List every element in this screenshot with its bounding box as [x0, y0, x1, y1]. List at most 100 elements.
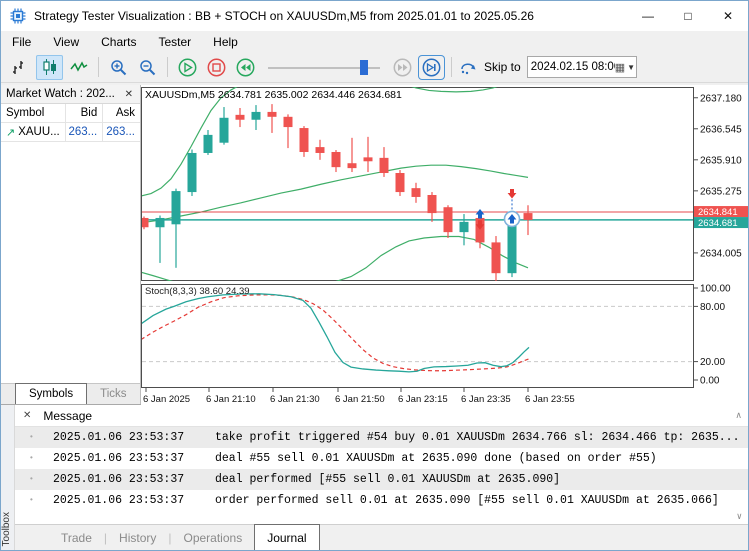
- tab-operations[interactable]: Operations: [183, 530, 243, 545]
- skip-to-end-icon: [422, 58, 441, 76]
- play-icon: [178, 58, 197, 76]
- stop-button[interactable]: [203, 55, 230, 80]
- svg-text:2634.841: 2634.841: [698, 207, 738, 218]
- candlestick-chart-icon: [42, 59, 56, 75]
- tab-ticks[interactable]: Ticks: [100, 388, 127, 400]
- journal-time: 2025.01.06 23:53:37: [53, 494, 185, 507]
- bar-chart-button[interactable]: [7, 55, 34, 80]
- scroll-up-icon[interactable]: ∧: [735, 410, 742, 420]
- market-watch-row[interactable]: ↗ XAUU... 263... 263...: [1, 123, 140, 142]
- line-chart-icon: [69, 61, 87, 72]
- menu-charts[interactable]: Charts: [101, 34, 137, 49]
- symbol-cell: ↗ XAUU...: [1, 126, 65, 139]
- toolbar: Skip to ▦ ▼: [1, 52, 748, 83]
- toolbar-separator: [167, 57, 168, 77]
- journal-row[interactable]: • 2025.01.06 23:53:37 deal #55 sell 0.01…: [15, 448, 748, 469]
- zoom-in-icon: [111, 59, 127, 75]
- tab-journal[interactable]: Journal: [254, 524, 320, 550]
- rewind-button[interactable]: [232, 55, 259, 80]
- column-bid[interactable]: Bid: [64, 104, 103, 122]
- trend-up-icon: ↗: [6, 126, 16, 139]
- skip-to-datebox[interactable]: ▦ ▼: [526, 56, 637, 78]
- chart-area: XAUUSDm,M5 2634.781 2635.002 2634.446 26…: [141, 85, 749, 405]
- price-chart-canvas[interactable]: XAUUSDm,M5 2634.781 2635.002 2634.446 26…: [141, 85, 749, 405]
- journal-row[interactable]: • 2025.01.06 23:53:37 take profit trigge…: [15, 427, 748, 448]
- bar-chart-icon: [13, 60, 23, 74]
- skip-to-date-input[interactable]: [530, 61, 615, 73]
- toolbox-strip-label[interactable]: Toolbox: [1, 511, 12, 546]
- svg-text:XAUUSDm,M5 2634.781 2635.002: XAUUSDm,M5 2634.781 2635.002 2634.446 26…: [145, 89, 402, 101]
- journal-header: ✕ Message ∧: [15, 405, 748, 427]
- fast-forward-button[interactable]: [389, 55, 416, 80]
- journal-rows: • 2025.01.06 23:53:37 take profit trigge…: [15, 427, 748, 524]
- market-watch-header: Market Watch : 202... ✕: [1, 85, 140, 104]
- menu-tester[interactable]: Tester: [158, 34, 192, 49]
- slider-handle[interactable]: [360, 59, 368, 75]
- play-button[interactable]: [174, 55, 201, 80]
- rewind-icon: [236, 58, 255, 76]
- journal-time: 2025.01.06 23:53:37: [53, 473, 185, 486]
- journal-time: 2025.01.06 23:53:37: [53, 452, 185, 465]
- journal-bullet-icon: •: [29, 496, 34, 505]
- market-watch-close-icon[interactable]: ✕: [124, 88, 133, 100]
- skip-to-control[interactable]: Skip to: [459, 59, 521, 75]
- toolbox-panel: Toolbox ✕ Message ∧ • 2025.01.06 23:53:3…: [1, 404, 748, 550]
- svg-text:2634.681: 2634.681: [698, 218, 738, 229]
- window-title: Strategy Tester Visualization : BB + STO…: [34, 9, 534, 23]
- journal-row[interactable]: • 2025.01.06 23:53:37 order performed se…: [15, 490, 748, 511]
- skip-to-end-button[interactable]: [418, 55, 445, 80]
- journal-message: deal performed [#55 sell 0.01 XAUUSDm at…: [215, 473, 561, 486]
- slider-track: [268, 66, 380, 69]
- ask-cell: 263...: [102, 123, 140, 141]
- bid-cell: 263...: [64, 123, 103, 141]
- stop-icon: [207, 58, 226, 76]
- journal-message: take profit triggered #54 buy 0.01 XAUUS…: [215, 431, 740, 444]
- zoom-out-icon: [140, 59, 156, 75]
- journal-bullet-icon: •: [29, 454, 34, 463]
- menu-view[interactable]: View: [53, 34, 80, 49]
- tab-symbols[interactable]: Symbols: [15, 383, 88, 404]
- tab-separator: |: [168, 530, 172, 545]
- calendar-icon[interactable]: ▦: [614, 61, 626, 74]
- scroll-down-icon[interactable]: ∨: [736, 512, 742, 522]
- toolbox-body: ✕ Message ∧ • 2025.01.06 23:53:37 take p…: [15, 405, 748, 550]
- zoom-in-button[interactable]: [105, 55, 132, 80]
- journal-bullet-icon: •: [29, 475, 34, 484]
- tab-trade[interactable]: Trade: [61, 530, 92, 545]
- svg-text:100.00: 100.00: [700, 284, 731, 295]
- tab-history[interactable]: History: [119, 530, 157, 545]
- market-watch-panel: Market Watch : 202... ✕ Symbol Bid Ask ↗…: [1, 85, 141, 404]
- fast-forward-icon: [393, 58, 412, 76]
- svg-text:6 Jan 23:15: 6 Jan 23:15: [398, 394, 448, 405]
- close-button[interactable]: ✕: [722, 9, 734, 23]
- line-chart-button[interactable]: [65, 55, 92, 80]
- dropdown-arrow-icon[interactable]: ▼: [627, 62, 636, 72]
- svg-text:6 Jan 2025: 6 Jan 2025: [143, 394, 190, 405]
- minimize-button[interactable]: —: [642, 9, 654, 23]
- maximize-button[interactable]: □: [684, 9, 692, 23]
- toolbar-separator: [451, 57, 452, 77]
- journal-message-column[interactable]: Message: [43, 408, 93, 423]
- column-symbol[interactable]: Symbol: [6, 107, 45, 119]
- toolbox-side-strip: Toolbox: [1, 405, 15, 550]
- column-ask[interactable]: Ask: [102, 104, 140, 122]
- app-icon: [10, 8, 26, 24]
- zoom-out-button[interactable]: [134, 55, 161, 80]
- journal-row[interactable]: • 2025.01.06 23:53:37 deal performed [#5…: [15, 469, 748, 490]
- menu-file[interactable]: File: [12, 34, 32, 49]
- market-watch-columns: Symbol Bid Ask: [1, 104, 140, 123]
- menu-help[interactable]: Help: [213, 34, 238, 49]
- svg-text:6 Jan 23:55: 6 Jan 23:55: [525, 394, 575, 405]
- svg-text:2635.275: 2635.275: [700, 186, 742, 197]
- skip-to-label: Skip to: [484, 60, 521, 74]
- svg-text:6 Jan 21:30: 6 Jan 21:30: [270, 394, 320, 405]
- titlebar: Strategy Tester Visualization : BB + STO…: [1, 1, 748, 31]
- toolbox-close-icon[interactable]: ✕: [23, 410, 32, 421]
- svg-text:80.00: 80.00: [700, 302, 725, 313]
- svg-text:6 Jan 21:10: 6 Jan 21:10: [206, 394, 256, 405]
- svg-text:2637.180: 2637.180: [700, 93, 742, 104]
- skip-to-icon: [461, 63, 476, 75]
- speed-slider[interactable]: [268, 55, 380, 80]
- candlestick-chart-button[interactable]: [36, 54, 63, 80]
